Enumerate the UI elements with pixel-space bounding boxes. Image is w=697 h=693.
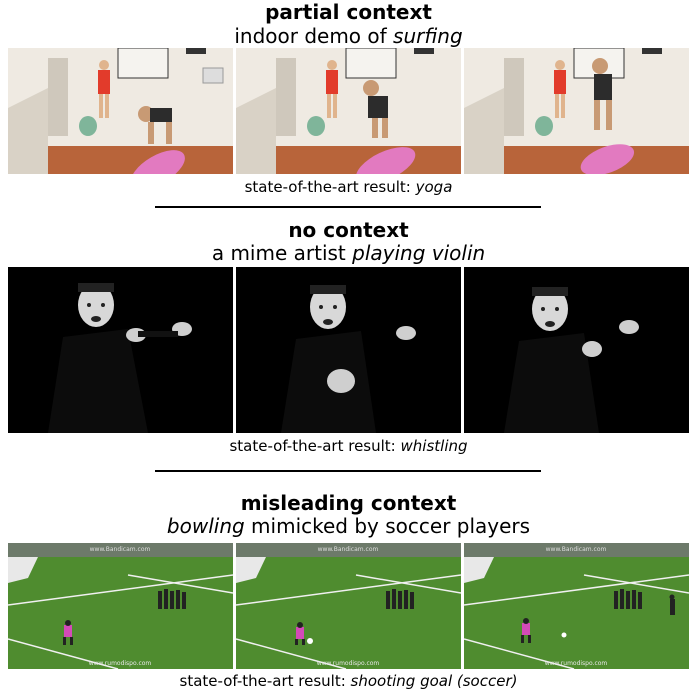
surf-frame-2 [236, 48, 461, 174]
watermark-bottom: www.rumodispo.com [545, 660, 608, 667]
section-subtitle-no-context: a mime artist playing violin [0, 241, 697, 265]
watermark-top: www.Bandicam.com [90, 546, 151, 553]
section-title-misleading-context: misleading context [240, 491, 457, 515]
mime-frame-1 [8, 267, 233, 433]
mime-frame-2 [236, 267, 461, 433]
section-subtitle-partial-context: indoor demo of surfing [0, 24, 697, 48]
section-divider [155, 470, 541, 472]
section-divider [155, 206, 541, 208]
caption-text: state-of-the-art result: [244, 178, 416, 196]
caption-prediction: yoga [415, 178, 453, 196]
caption-prediction: whistling [400, 437, 468, 455]
subtitle-action: playing violin [352, 241, 486, 265]
watermark-bottom: www.rumodispo.com [317, 660, 380, 667]
result-caption-partial-context: state-of-the-art result: yoga [0, 178, 697, 196]
watermark-top: www.Bandicam.com [318, 546, 379, 553]
soccer-frame-1: www.Bandicam.com www.rumodispo.com [8, 543, 233, 669]
soccer-frame-2: www.Bandicam.com www.rumodispo.com [236, 543, 461, 669]
caption-text: state-of-the-art result: [179, 672, 351, 690]
subtitle-action: bowling [166, 514, 245, 538]
result-caption-no-context: state-of-the-art result: whistling [0, 437, 697, 455]
section-subtitle-misleading-context: bowling mimicked by soccer players [0, 514, 697, 538]
section-title-no-context: no context [288, 218, 409, 242]
subtitle-text: a mime artist [211, 241, 353, 265]
watermark-bottom: www.rumodispo.com [89, 660, 152, 667]
mime-frame-3 [464, 267, 689, 433]
caption-prediction: shooting goal (soccer) [350, 672, 518, 690]
surf-frame-3 [464, 48, 689, 174]
surf-frame-1 [8, 48, 233, 174]
subtitle-text: indoor demo of [234, 24, 394, 48]
section-title-partial-context: partial context [265, 0, 432, 24]
soccer-frame-3: www.Bandicam.com www.rumodispo.com [464, 543, 689, 669]
subtitle-text: mimicked by soccer players [244, 514, 531, 538]
caption-text: state-of-the-art result: [229, 437, 401, 455]
result-caption-misleading-context: state-of-the-art result: shooting goal (… [0, 672, 697, 690]
watermark-top: www.Bandicam.com [546, 546, 607, 553]
subtitle-action: surfing [393, 24, 463, 48]
